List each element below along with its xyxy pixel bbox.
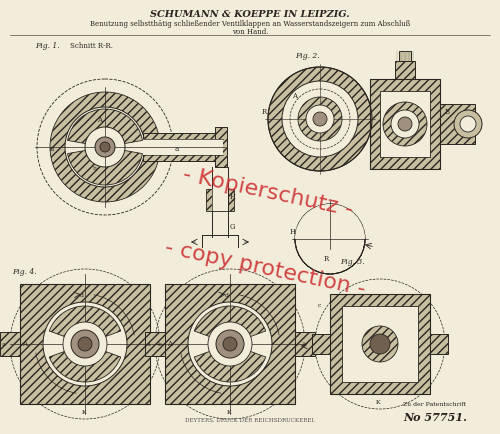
Wedge shape xyxy=(50,93,160,203)
Text: c: c xyxy=(318,302,322,307)
Text: K: K xyxy=(82,409,86,414)
Wedge shape xyxy=(50,344,120,382)
Text: h: h xyxy=(93,166,97,171)
Text: a: a xyxy=(50,145,54,153)
Circle shape xyxy=(306,106,334,134)
Bar xyxy=(312,334,330,354)
Text: A: A xyxy=(22,339,27,347)
Text: Fig. 2.: Fig. 2. xyxy=(295,52,320,60)
Circle shape xyxy=(313,113,327,127)
Bar xyxy=(395,62,415,80)
Text: A: A xyxy=(97,116,102,124)
Circle shape xyxy=(71,330,99,358)
Bar xyxy=(440,105,475,145)
Text: a: a xyxy=(175,145,179,153)
Wedge shape xyxy=(50,306,120,344)
Text: Fig. 4.: Fig. 4. xyxy=(12,267,36,275)
Text: Fig. 3.: Fig. 3. xyxy=(340,257,364,265)
Bar xyxy=(0,332,20,356)
Bar xyxy=(399,52,411,62)
Circle shape xyxy=(223,337,237,351)
Bar xyxy=(143,140,223,156)
Bar xyxy=(212,190,228,211)
Circle shape xyxy=(95,138,115,158)
Wedge shape xyxy=(194,306,266,344)
Wedge shape xyxy=(295,204,365,240)
Text: b: b xyxy=(303,341,307,346)
Text: H: H xyxy=(290,227,296,236)
Circle shape xyxy=(370,334,390,354)
Circle shape xyxy=(298,98,342,141)
Circle shape xyxy=(43,302,127,386)
Circle shape xyxy=(460,117,476,133)
Text: d: d xyxy=(80,293,84,297)
Bar xyxy=(206,190,234,211)
Text: Schnitt R-R.: Schnitt R-R. xyxy=(70,42,113,50)
Text: SCHUMANN & KOEPPE IN LEIPZIG.: SCHUMANN & KOEPPE IN LEIPZIG. xyxy=(150,10,350,19)
Bar xyxy=(143,134,223,161)
Bar xyxy=(370,80,440,170)
Circle shape xyxy=(78,337,92,351)
Circle shape xyxy=(63,322,107,366)
Wedge shape xyxy=(68,148,142,186)
Circle shape xyxy=(85,128,125,168)
Bar xyxy=(165,284,295,404)
Bar xyxy=(295,332,315,356)
Circle shape xyxy=(188,302,272,386)
Circle shape xyxy=(398,118,412,132)
Text: Zu der Patentschrift: Zu der Patentschrift xyxy=(404,401,466,406)
Text: H: H xyxy=(230,193,236,201)
Circle shape xyxy=(216,330,244,358)
Circle shape xyxy=(208,322,252,366)
Text: - copy protection -: - copy protection - xyxy=(163,237,367,298)
Bar xyxy=(145,332,165,356)
Wedge shape xyxy=(268,68,372,171)
Bar xyxy=(342,306,418,382)
Bar xyxy=(380,92,430,158)
Text: A: A xyxy=(167,339,172,347)
Bar xyxy=(215,128,227,168)
Text: K: K xyxy=(376,399,380,404)
Text: G: G xyxy=(230,223,235,230)
Bar xyxy=(330,294,430,394)
Circle shape xyxy=(100,143,110,153)
Circle shape xyxy=(362,326,398,362)
Text: A: A xyxy=(292,92,297,100)
Text: Fig. 1.: Fig. 1. xyxy=(35,42,59,50)
Text: von Hand.: von Hand. xyxy=(232,28,268,36)
Circle shape xyxy=(65,108,145,187)
Wedge shape xyxy=(68,110,142,148)
Text: No 57751.: No 57751. xyxy=(403,411,467,422)
Text: R: R xyxy=(324,254,329,263)
Circle shape xyxy=(454,111,482,139)
Bar xyxy=(20,284,150,404)
Text: d: d xyxy=(225,293,229,297)
Text: B: B xyxy=(445,108,450,116)
Text: - Kopierschutz -: - Kopierschutz - xyxy=(181,164,355,219)
Text: K: K xyxy=(227,409,232,414)
Circle shape xyxy=(383,103,427,147)
Text: DEYTERS, DRUCK DER REICHSDRUCKEREI.: DEYTERS, DRUCK DER REICHSDRUCKEREI. xyxy=(185,417,316,422)
Text: a: a xyxy=(147,341,151,346)
Text: b: b xyxy=(158,341,162,346)
Text: a: a xyxy=(2,341,6,346)
Bar xyxy=(150,332,170,356)
Circle shape xyxy=(282,82,358,158)
Circle shape xyxy=(391,111,419,139)
Text: R: R xyxy=(262,108,267,116)
Bar xyxy=(430,334,448,354)
Text: Benutzung selbstthätig schließender Ventilklappen an Wasserstandszeigern zum Abs: Benutzung selbstthätig schließender Vent… xyxy=(90,20,410,28)
Wedge shape xyxy=(194,344,266,382)
